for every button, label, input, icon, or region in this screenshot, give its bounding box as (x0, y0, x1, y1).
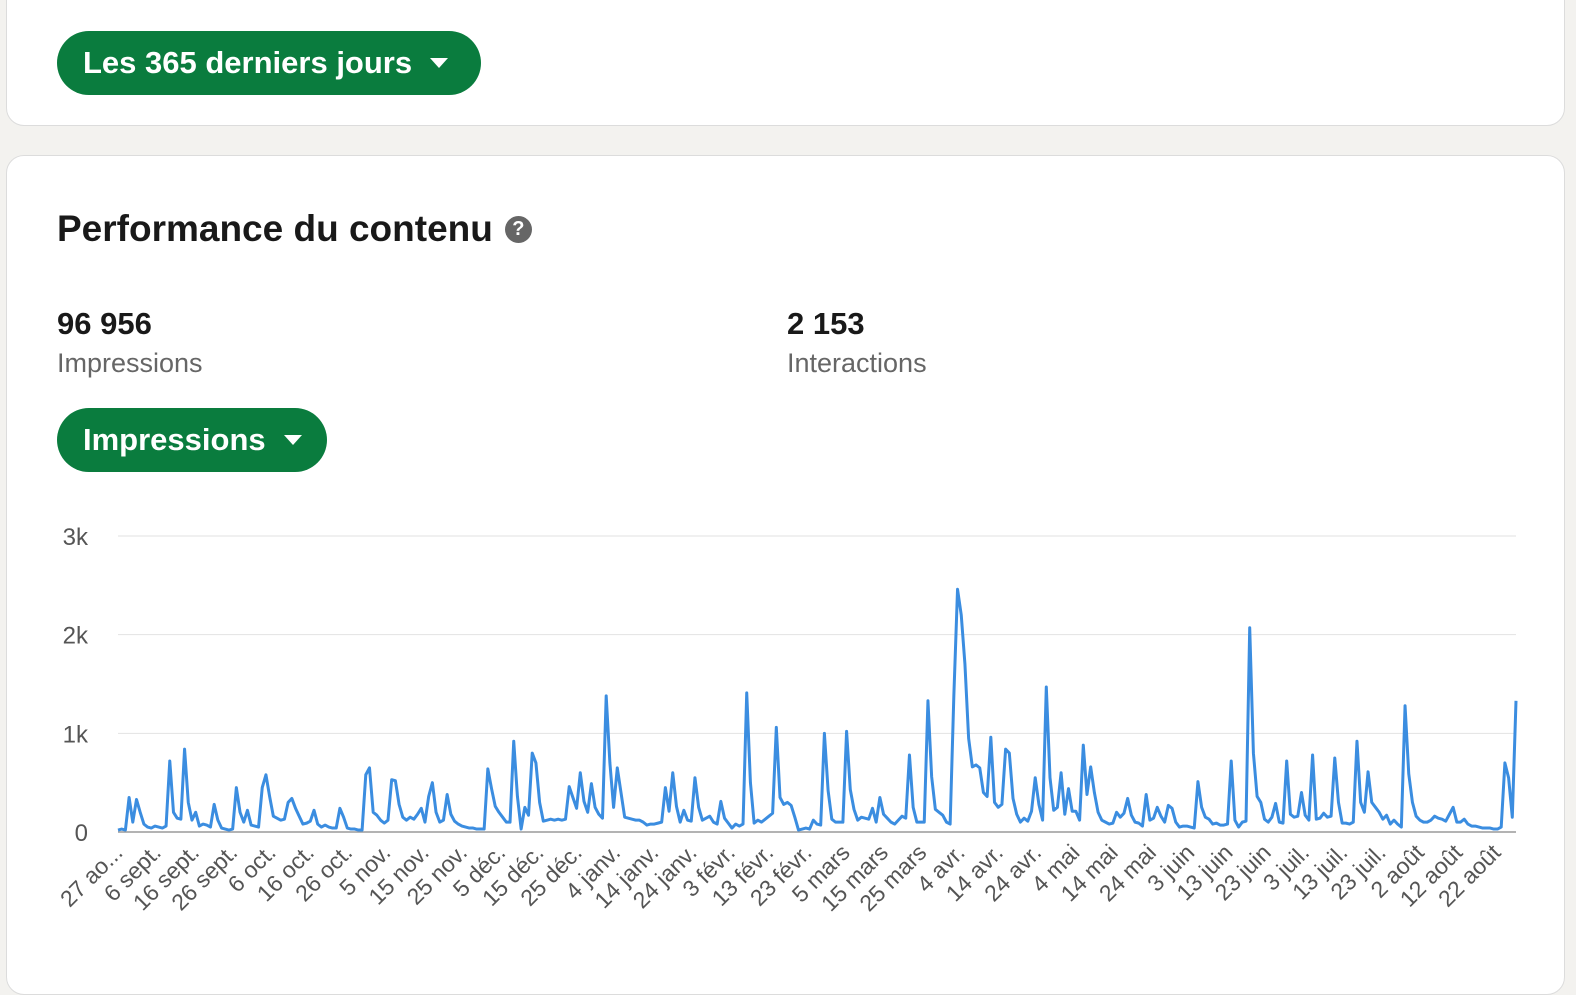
impressions-line-chart: 0 1k 2k 3k 27 ao...6 sept.16 sept.26 sept.6… (55, 524, 1518, 917)
metric-label: Impressions (83, 422, 266, 457)
date-range-card: Les 365 derniers jours (6, 0, 1565, 126)
x-axis-ticks: 27 ao...6 sept.16 sept.26 sept.6 oct.16 … (55, 839, 1506, 917)
y-tick-label: 1k (63, 721, 89, 748)
help-icon[interactable]: ? (504, 215, 532, 243)
date-range-label: Les 365 derniers jours (83, 45, 413, 80)
interactions-label: Interactions (787, 348, 927, 378)
chart-grid (118, 535, 1516, 833)
impressions-label: Impressions (57, 348, 203, 378)
caret-down-icon (283, 435, 302, 445)
y-tick-label: 0 (75, 820, 88, 847)
section-title-text: Performance du contenu (57, 208, 493, 249)
chart-series (117, 587, 1518, 832)
date-range-dropdown[interactable]: Les 365 derniers jours (57, 31, 481, 95)
y-tick-label: 3k (63, 524, 89, 551)
series-line-impressions (117, 587, 1518, 832)
section-title: Performance du contenu ? (57, 208, 532, 250)
y-tick-label: 2k (63, 623, 89, 650)
metric-dropdown[interactable]: Impressions (57, 408, 327, 472)
y-axis-ticks: 0 1k 2k 3k (63, 524, 89, 847)
content-performance-card: Performance du contenu ? 96 956 Impressi… (6, 155, 1565, 995)
impressions-stat: 96 956 Impressions (57, 306, 203, 379)
interactions-stat: 2 153 Interactions (787, 306, 927, 379)
interactions-value: 2 153 (787, 306, 865, 341)
caret-down-icon (430, 58, 449, 68)
impressions-value: 96 956 (57, 306, 152, 341)
